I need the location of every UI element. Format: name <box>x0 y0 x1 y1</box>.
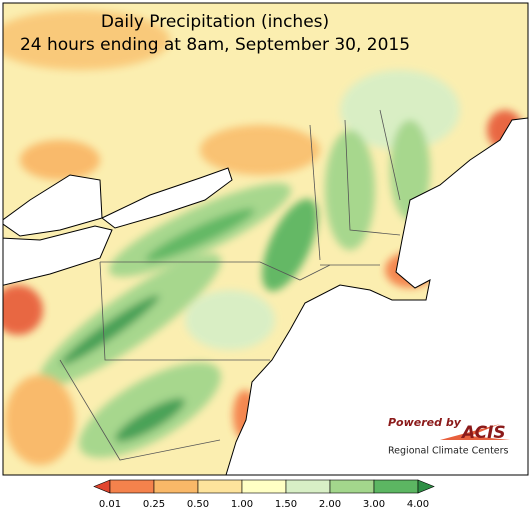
canada-no-data <box>3 174 103 237</box>
legend-swatch <box>197 479 243 494</box>
logo: Powered by ACIS Regional Climate Centers <box>388 416 510 457</box>
legend-swatch <box>153 479 199 494</box>
legend-swatch <box>109 479 155 494</box>
legend-swatch <box>241 479 287 494</box>
lake-ontario <box>101 167 233 229</box>
legend-label: 1.00 <box>231 499 253 510</box>
legend-swatch <box>329 479 375 494</box>
logo-swoosh <box>440 424 510 440</box>
legend-label: 0.01 <box>99 499 121 510</box>
subtitle: 24 hours ending at 8am, September 30, 20… <box>20 35 410 55</box>
logo-powered-by: Powered by <box>388 416 462 429</box>
legend-swatch <box>373 479 419 494</box>
legend-label: 4.00 <box>407 499 429 510</box>
legend-swatch <box>285 479 331 494</box>
legend-arrow-right <box>417 479 435 494</box>
map <box>3 3 528 475</box>
legend-arrow-left <box>93 479 111 494</box>
logo-org: Regional Climate Centers <box>388 446 509 457</box>
title: Daily Precipitation (inches) <box>101 12 329 32</box>
legend-label: 2.00 <box>319 499 341 510</box>
legend-label: 0.50 <box>187 499 209 510</box>
legend-label: 3.00 <box>363 499 385 510</box>
legend-label: 0.25 <box>143 499 165 510</box>
legend: 0.01 0.25 0.50 1.00 1.50 2.00 3.00 4.00 <box>93 479 435 510</box>
logo-name: ACIS <box>460 423 506 443</box>
map-frame <box>2 2 529 476</box>
state-borders <box>59 109 401 461</box>
lake-erie <box>3 225 113 286</box>
ocean <box>225 117 528 475</box>
legend-label: 1.50 <box>275 499 297 510</box>
